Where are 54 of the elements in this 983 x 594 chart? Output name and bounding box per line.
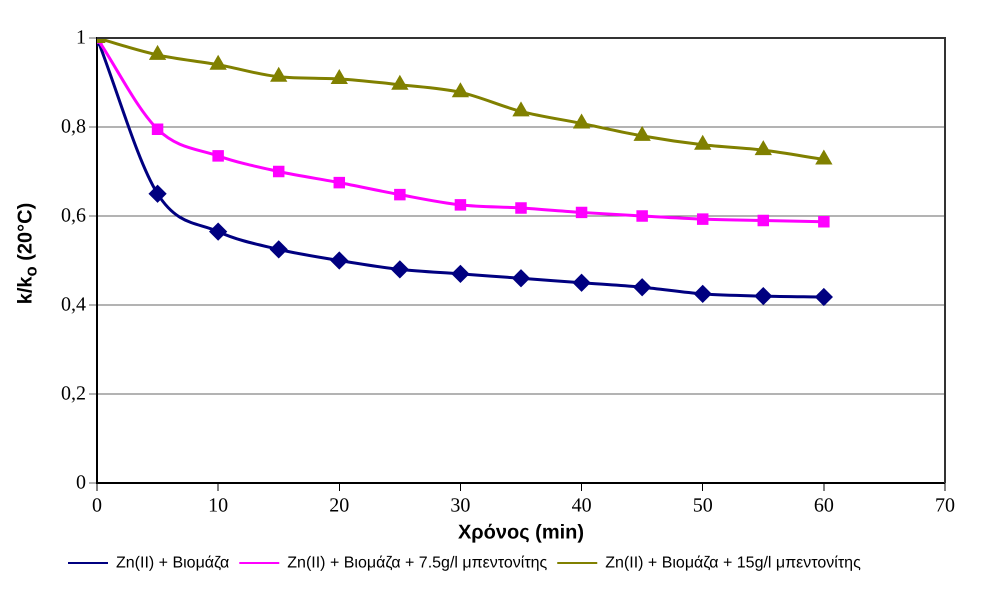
point [210,223,227,240]
y-tick-label: 1 [76,26,86,48]
x-tick-label: 40 [572,494,592,516]
point [334,176,346,188]
point [391,260,408,278]
y-tick-label: 0,4 [61,293,86,316]
point [634,278,651,296]
point [694,285,712,302]
point [634,127,650,141]
y-tick-label: 0,8 [61,115,86,138]
point [210,56,226,70]
legend-label: Zn(II) + Βιομάζα [116,554,230,572]
point [152,123,164,135]
point [818,216,830,228]
point [816,150,832,164]
legend-label: Zn(II) + Βιομάζα + 7.5g/l μπεντονίτης [287,554,548,572]
point [512,270,530,287]
point [330,252,348,269]
point [573,274,590,292]
point [758,214,770,226]
point [815,288,832,306]
point [454,199,466,211]
y-tick-label: 0,6 [61,204,86,226]
point [452,265,469,282]
point [576,206,588,218]
point [271,68,286,82]
point [332,70,347,84]
x-tick-label: 0 [92,494,102,516]
point [394,188,406,200]
point [513,102,529,116]
x-tick-label: 70 [935,494,955,516]
point [754,288,772,305]
x-tick-label: 60 [814,494,834,516]
point [272,166,284,178]
x-axis-title: Χρόνος (min) [458,522,584,544]
point [696,213,708,225]
point [212,150,224,162]
point [149,185,166,202]
x-tick-label: 10 [208,494,228,516]
point [515,202,527,214]
legend-label: Zn(II) + Βιομάζα + 15g/l μπεντονίτης [605,554,862,572]
point [392,76,408,90]
point [636,210,648,222]
point [270,240,288,258]
y-tick-label: 0 [76,471,86,494]
point [452,84,468,98]
point [695,136,710,150]
x-tick-label: 20 [329,494,350,516]
point [756,142,771,156]
point [574,114,590,128]
x-tick-label: 30 [450,494,470,516]
y-tick-label: 0,2 [61,382,86,404]
x-tick-label: 50 [692,494,713,516]
point [150,46,166,60]
